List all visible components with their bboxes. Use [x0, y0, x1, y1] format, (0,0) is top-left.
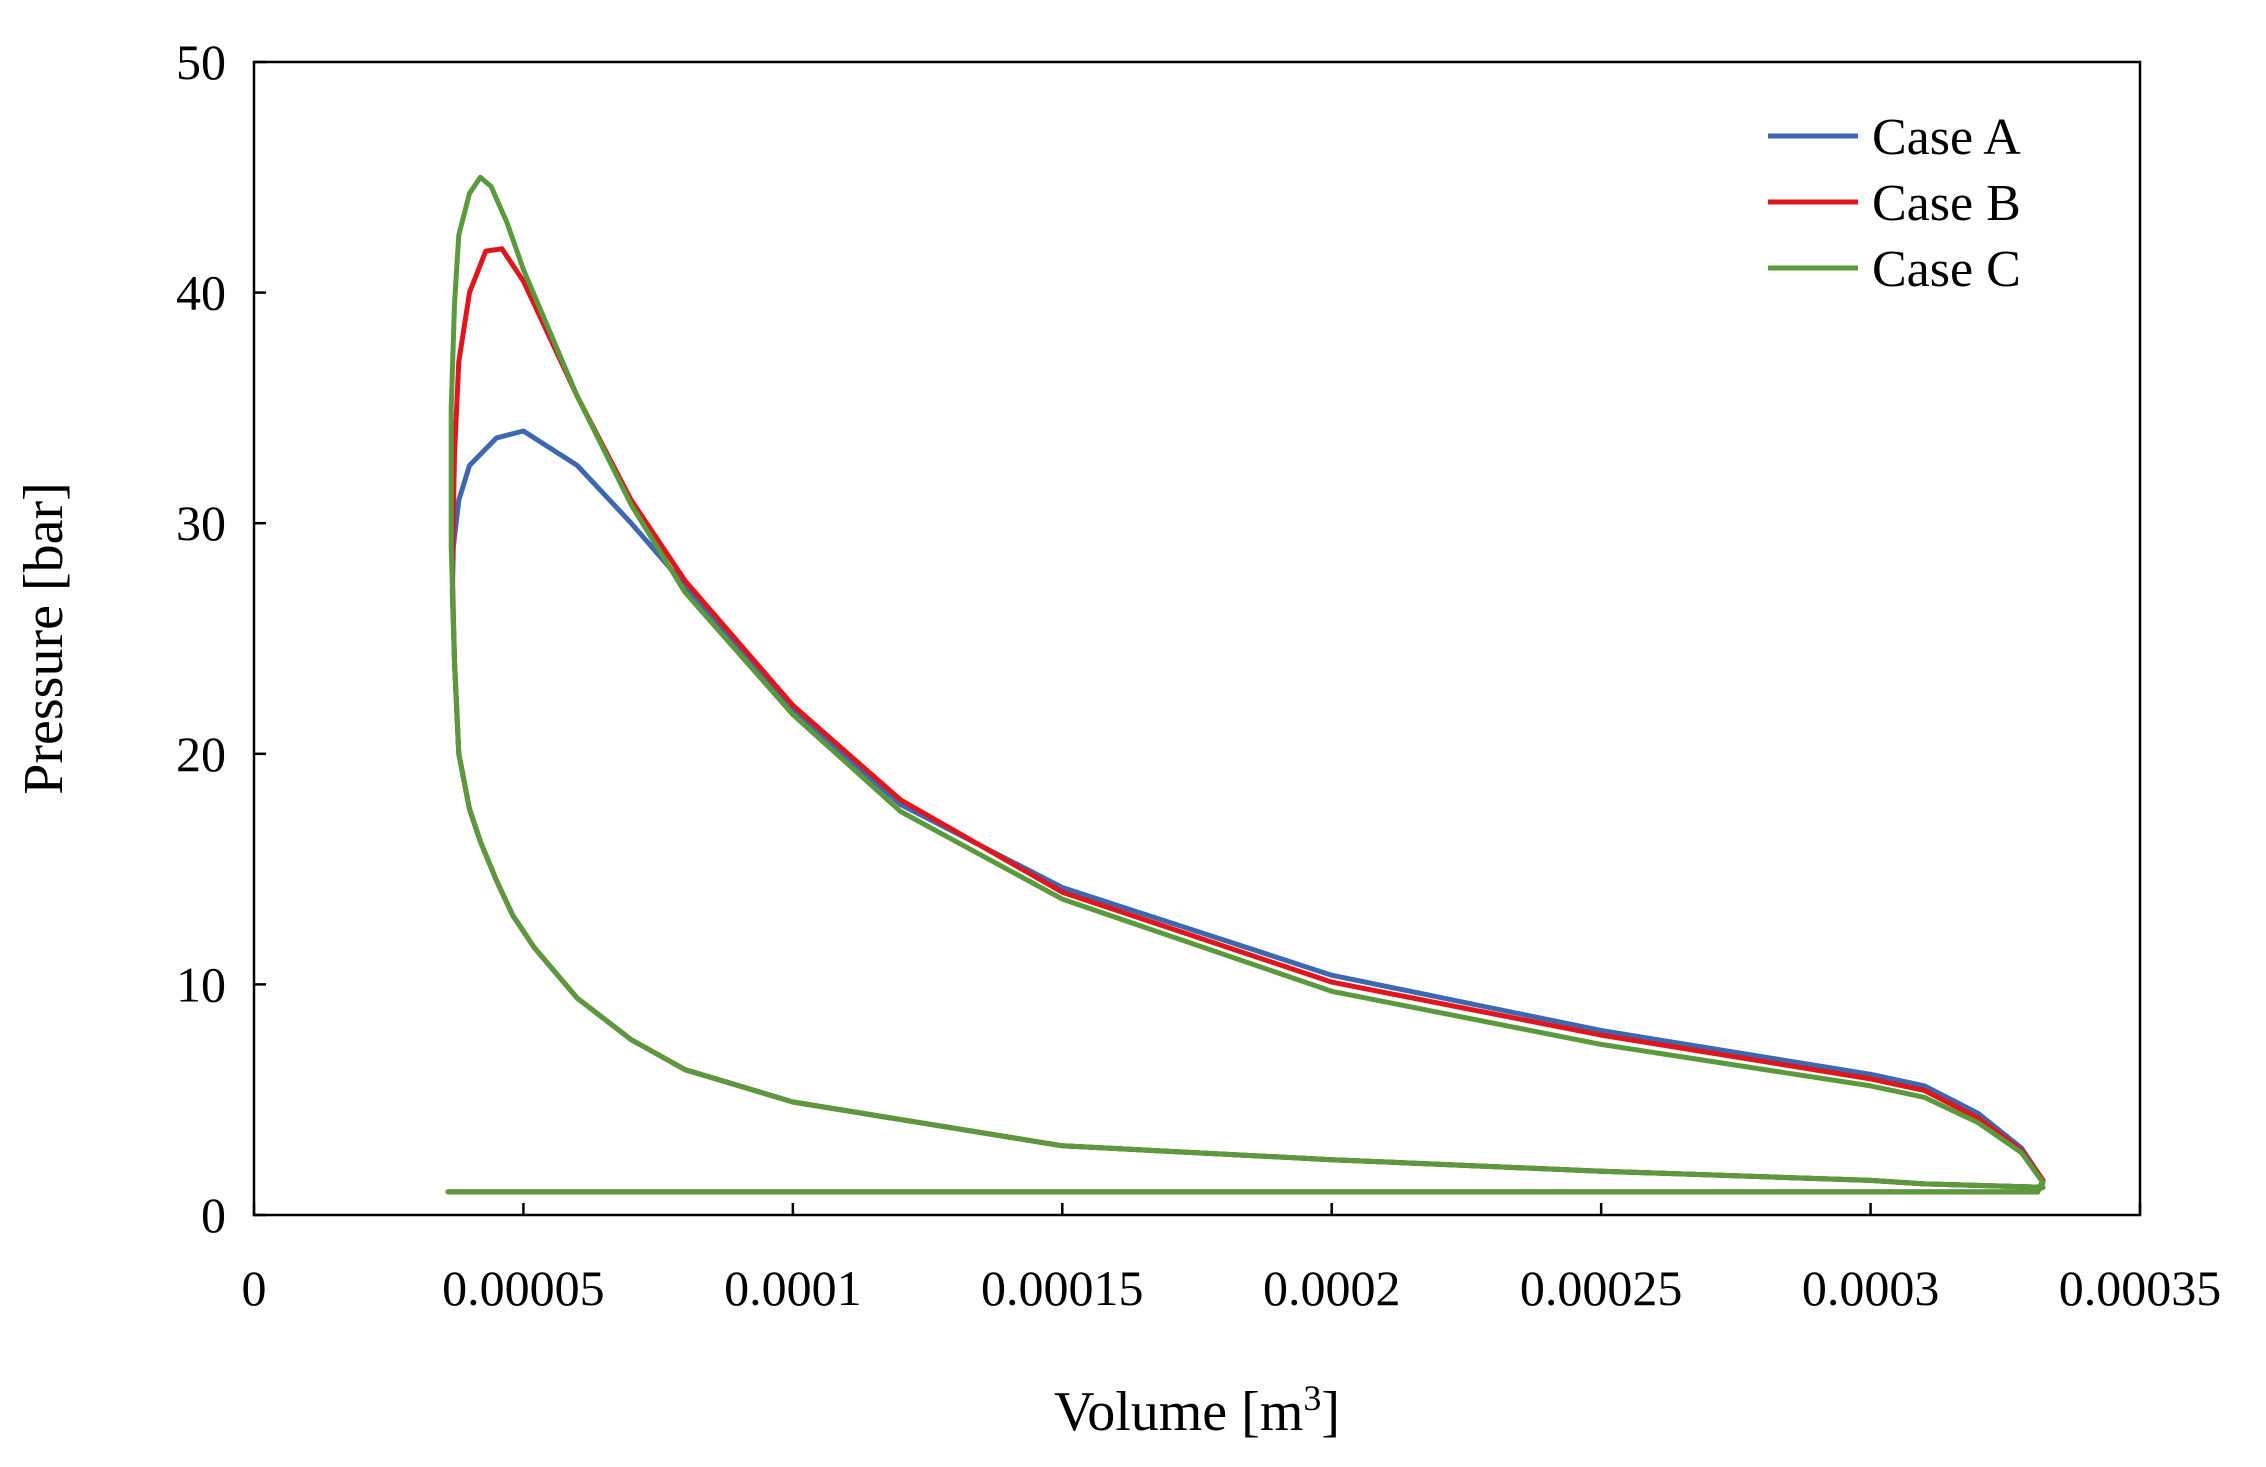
- y-tick-label: 10: [176, 956, 226, 1012]
- x-axis-title-superscript: 3: [1303, 1378, 1321, 1418]
- series-layer: [445, 174, 2046, 1195]
- axis-ticks: 0 0.00005 0.0001 0.00015 0.0002 0.00025 0.0003…: [176, 34, 2221, 1316]
- plot-area-frame: [252, 60, 2142, 1217]
- x-tick-label: 0.00015: [981, 1260, 1144, 1316]
- x-axis-title: Volume [m3]: [1054, 1378, 1340, 1443]
- legend-label-case-b: Case B: [1872, 175, 2021, 232]
- x-tick-label: 0.00035: [2059, 1260, 2222, 1316]
- y-tick-label: 30: [176, 495, 226, 551]
- x-tick-label: 0.0003: [1802, 1260, 1940, 1316]
- y-tick-label: 0: [201, 1187, 226, 1243]
- x-tick-label: 0.00025: [1520, 1260, 1683, 1316]
- series-line-case-c: [445, 174, 2046, 1195]
- y-axis-title: Pressure [bar]: [13, 482, 75, 795]
- y-tick-label: 20: [176, 726, 226, 782]
- y-tick-label: 50: [176, 34, 226, 90]
- x-tick-label: 0.0001: [724, 1260, 862, 1316]
- legend: Case A Case B Case C: [1768, 109, 2021, 298]
- x-tick-label: 0: [242, 1260, 267, 1316]
- x-axis-title-suffix: ]: [1321, 1381, 1340, 1443]
- legend-label-case-c: Case C: [1872, 241, 2021, 298]
- x-axis-title-main: Volume [m: [1054, 1381, 1303, 1443]
- x-tick-label: 0.00005: [442, 1260, 605, 1316]
- x-tick-label: 0.0002: [1263, 1260, 1401, 1316]
- legend-label-case-a: Case A: [1872, 109, 2021, 166]
- y-tick-label: 40: [176, 265, 226, 321]
